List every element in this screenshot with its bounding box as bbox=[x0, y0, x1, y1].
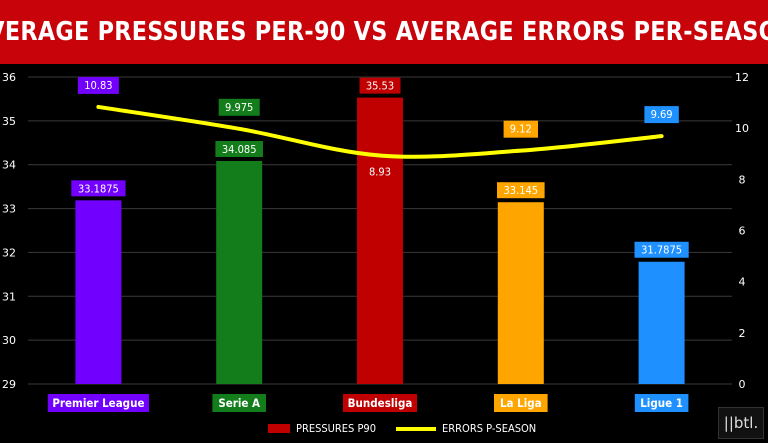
bar-label-box bbox=[359, 77, 401, 94]
chart-title: AVERAGE PRESSURES PER-90 VS AVERAGE ERRO… bbox=[0, 17, 768, 47]
bar-value-label: 34.085 bbox=[222, 143, 257, 156]
line-label-box bbox=[644, 106, 679, 124]
y-right-tick-label: 0 bbox=[739, 378, 746, 391]
x-tick-label: Ligue 1 bbox=[640, 396, 683, 410]
category-label-box bbox=[212, 394, 266, 412]
series-line bbox=[96, 104, 664, 159]
line-label-box bbox=[503, 120, 538, 138]
x-tick-label: Premier League bbox=[52, 396, 144, 410]
y-right-tick-label: 4 bbox=[739, 276, 746, 289]
legend-line-label: ERRORS P-SEASON bbox=[442, 422, 537, 435]
x-tick-label: La Liga bbox=[500, 396, 542, 410]
chart: 29 30 31 32 33 34 35 36 0 2 4 6 8 10 12 33.1875 Premier … bbox=[2, 71, 749, 412]
y-right-tick-label: 6 bbox=[739, 225, 746, 238]
bar-value-label: 31.7875 bbox=[641, 244, 682, 257]
y-left-tick-label: 30 bbox=[2, 334, 16, 347]
y-right-tick-label: 8 bbox=[739, 173, 746, 186]
legend-bar-label: PRESSURES P90 bbox=[296, 422, 377, 435]
legend: PRESSURES P90 ERRORS P-SEASON bbox=[268, 422, 536, 435]
line-label-box bbox=[362, 163, 398, 181]
bar bbox=[216, 160, 263, 384]
line-label-box bbox=[218, 98, 260, 116]
y-right-tick-label: 12 bbox=[735, 71, 749, 84]
bar-value-label: 35.53 bbox=[366, 80, 394, 93]
line-value-label: 9.975 bbox=[225, 101, 253, 114]
y-left-tick-label: 29 bbox=[2, 378, 16, 391]
bar bbox=[638, 261, 685, 384]
brand-logo: ||btl. bbox=[718, 407, 764, 439]
x-tick-label: Serie A bbox=[218, 396, 260, 410]
bar-value-label: 33.1875 bbox=[78, 182, 119, 195]
y-left-tick-label: 31 bbox=[2, 290, 16, 303]
legend-bar-swatch bbox=[268, 424, 290, 433]
category-label-box bbox=[343, 394, 417, 412]
y-right-tick-label: 2 bbox=[739, 327, 746, 340]
bar-label-box bbox=[215, 140, 263, 157]
bar bbox=[497, 202, 544, 384]
y-left-tick-label: 36 bbox=[2, 71, 16, 84]
bar-label-box bbox=[634, 241, 689, 258]
bar-value-label: 33.145 bbox=[503, 184, 538, 197]
bar-label-box bbox=[497, 182, 545, 199]
bar bbox=[75, 200, 122, 384]
y-right-tick-label: 10 bbox=[735, 122, 749, 135]
line-value-label: 8.93 bbox=[369, 166, 391, 179]
category-label-box bbox=[494, 394, 548, 412]
y-left-tick-label: 35 bbox=[2, 115, 16, 128]
x-tick-label: Bundesliga bbox=[348, 396, 413, 410]
title-bar: AVERAGE PRESSURES PER-90 VS AVERAGE ERRO… bbox=[0, 0, 768, 64]
y-left-tick-label: 33 bbox=[2, 203, 16, 216]
line-label-box bbox=[77, 76, 119, 94]
bar bbox=[357, 97, 403, 384]
line-value-label: 10.83 bbox=[84, 79, 112, 92]
bar-label-box bbox=[71, 180, 126, 197]
category-label-box bbox=[47, 394, 149, 412]
y-left-tick-label: 32 bbox=[2, 246, 16, 259]
line-value-label: 9.12 bbox=[510, 123, 532, 136]
category-label-box bbox=[634, 394, 689, 412]
line-value-label: 9.69 bbox=[651, 108, 673, 121]
y-left-tick-label: 34 bbox=[2, 159, 16, 172]
legend-line-swatch bbox=[396, 426, 437, 431]
